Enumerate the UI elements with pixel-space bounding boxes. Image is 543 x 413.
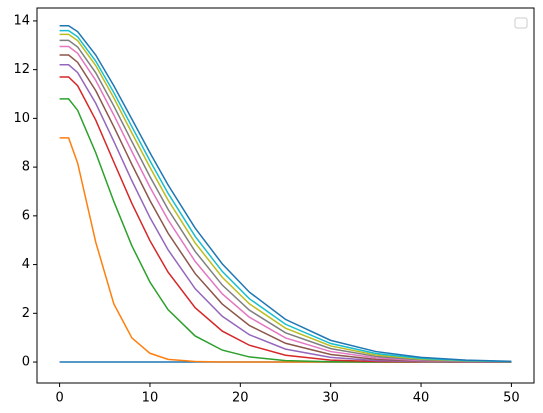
x-tick-label: 0 bbox=[55, 391, 63, 406]
line-series bbox=[59, 33, 512, 363]
y-tick-label: 0 bbox=[22, 355, 30, 370]
x-tick-label: 10 bbox=[142, 391, 159, 406]
y-tick-label: 14 bbox=[13, 13, 30, 28]
legend-box bbox=[514, 17, 528, 29]
x-tick-label: 30 bbox=[322, 391, 339, 406]
line-series bbox=[59, 25, 512, 363]
x-tick-label: 50 bbox=[503, 391, 520, 406]
x-tick-label: 20 bbox=[232, 391, 249, 406]
line-series bbox=[59, 54, 512, 363]
plot-frame bbox=[36, 7, 535, 384]
y-tick-label: 4 bbox=[22, 257, 30, 272]
x-tick-label: 40 bbox=[413, 391, 430, 406]
line-series bbox=[59, 45, 512, 363]
y-tick-label: 10 bbox=[13, 111, 30, 126]
y-tick-label: 2 bbox=[22, 306, 30, 321]
line-series bbox=[59, 39, 512, 363]
y-tick-label: 12 bbox=[13, 62, 30, 77]
line-series bbox=[59, 64, 512, 363]
y-tick-label: 6 bbox=[22, 208, 30, 223]
y-tick-label: 8 bbox=[22, 160, 30, 175]
line-series bbox=[59, 29, 512, 363]
